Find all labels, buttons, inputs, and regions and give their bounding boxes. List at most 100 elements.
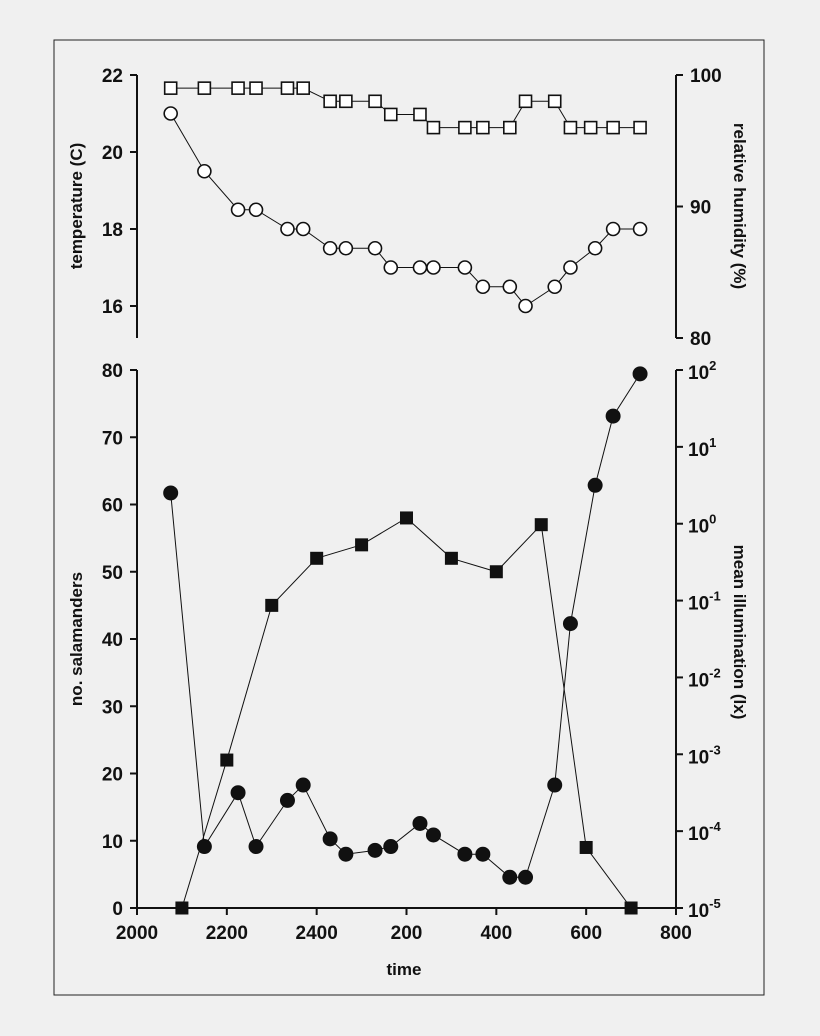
- temperature-point: [587, 240, 603, 256]
- salamanders-point: [579, 840, 593, 854]
- illumination-tick-base: 10: [688, 363, 709, 384]
- bottom-panel: no. salamanders mean illumination (lx) t…: [67, 358, 749, 979]
- illumination-tick-exponent: -5: [709, 896, 721, 911]
- humidity-point: [163, 81, 178, 95]
- humidity-point: [563, 120, 578, 135]
- illumination-tick-label: 10-2: [688, 665, 721, 691]
- illumination-point: [322, 831, 338, 847]
- illumination-point: [279, 792, 295, 808]
- illumination-tick-exponent: -4: [709, 819, 721, 834]
- humidity-point: [583, 120, 598, 135]
- temperature-point: [605, 221, 621, 237]
- temperature-tick-label: 16: [102, 297, 123, 318]
- time-tick-label: 2200: [206, 923, 248, 944]
- time-tick-label: 200: [391, 923, 423, 944]
- salamanders-point: [355, 538, 369, 552]
- illumination-point: [338, 846, 354, 862]
- humidity-point: [633, 120, 647, 135]
- illumination-tick-exponent: 2: [709, 358, 716, 373]
- illumination-tick-exponent: -1: [709, 589, 721, 604]
- time-tick-label: 2400: [296, 923, 338, 944]
- salamanders-point: [534, 518, 548, 532]
- illumination-tick-exponent: 1: [709, 435, 716, 450]
- figure-frame: [53, 39, 765, 996]
- temperature-tick-label: 18: [102, 220, 123, 241]
- temperature-point: [632, 221, 648, 237]
- humidity-point: [339, 94, 353, 109]
- illumination-point: [502, 869, 518, 885]
- time-tick-label: 800: [660, 923, 692, 944]
- top-ticks: 16 18 20 22 80 90 100: [102, 66, 722, 350]
- humidity-point: [503, 120, 517, 135]
- humidity-point: [368, 94, 382, 109]
- illumination-point: [587, 477, 603, 493]
- humidity-axis-label: relative humidity (%): [730, 123, 749, 289]
- illumination-tick-base: 10: [688, 440, 709, 461]
- salamanders-tick-label: 20: [102, 765, 123, 786]
- humidity-point: [197, 81, 212, 95]
- illumination-point: [605, 408, 621, 424]
- salamanders-tick-label: 50: [102, 563, 123, 584]
- illumination-point: [367, 842, 383, 858]
- illumination-point: [163, 485, 179, 501]
- temperature-point: [563, 260, 578, 275]
- time-axis-label: time: [387, 960, 422, 979]
- temperature-point: [383, 260, 399, 275]
- illumination-tick-exponent: -2: [709, 665, 721, 680]
- humidity-point: [383, 107, 398, 122]
- illumination-point: [295, 777, 311, 793]
- illumination-tick-exponent: 0: [709, 512, 716, 527]
- temperature-point: [475, 279, 491, 295]
- illumination-tick-base: 10: [688, 517, 709, 538]
- time-tick-label: 400: [480, 923, 512, 944]
- temperature-tick-label: 22: [102, 66, 123, 87]
- illumination-tick-base: 10: [688, 670, 709, 691]
- salamanders-point: [444, 551, 458, 565]
- temperature-point: [412, 260, 428, 275]
- illumination-tick-label: 10-1: [688, 589, 721, 615]
- humidity-point: [280, 81, 295, 95]
- time-tick-label: 600: [570, 923, 602, 944]
- temperature-point: [280, 221, 295, 237]
- illumination-tick-base: 10: [688, 594, 709, 615]
- humidity-point: [426, 120, 441, 135]
- illumination-tick-label: 101: [688, 435, 716, 461]
- humidity-point: [413, 107, 427, 122]
- illumination-point: [518, 869, 534, 885]
- salamanders-point: [220, 753, 234, 767]
- humidity-point: [476, 120, 490, 135]
- bottom-ticks: 0102030405060708010-510-410-310-210-1100…: [102, 358, 722, 944]
- humidity-point: [606, 120, 620, 135]
- salamanders-point: [400, 511, 413, 525]
- salamanders-tick-label: 80: [102, 361, 123, 382]
- illumination-tick-base: 10: [688, 824, 709, 845]
- salamanders-tick-label: 70: [102, 428, 123, 449]
- illumination-point: [547, 777, 563, 793]
- salamanders-tick-label: 0: [112, 899, 123, 920]
- temperature-axis-label: temperature (C): [67, 143, 86, 270]
- illumination-point: [412, 815, 428, 831]
- humidity-tick-label: 100: [690, 66, 722, 87]
- illumination-point: [383, 839, 399, 855]
- temperature-point: [338, 240, 354, 256]
- top-panel: temperature (C) relative humidity (%) 16…: [67, 66, 749, 350]
- illumination-point: [457, 846, 473, 862]
- salamanders-tick-label: 10: [102, 832, 123, 853]
- illumination-point: [475, 846, 491, 862]
- humidity-tick-label: 80: [690, 329, 711, 350]
- illumination-point: [425, 827, 441, 843]
- humidity-point: [547, 94, 562, 109]
- illumination-tick-label: 102: [688, 358, 716, 384]
- illumination-tick-label: 10-5: [688, 896, 721, 922]
- illumination-tick-base: 10: [688, 901, 709, 922]
- salamanders-axis-label: no. salamanders: [67, 572, 86, 706]
- salamanders-point: [489, 565, 503, 579]
- illumination-point: [248, 839, 264, 855]
- illumination-tick-label: 10-3: [688, 742, 721, 768]
- humidity-point: [518, 94, 533, 109]
- temperature-point: [367, 240, 383, 256]
- temperature-point: [518, 298, 533, 314]
- humidity-point: [296, 81, 310, 95]
- temperature-point: [426, 260, 441, 275]
- humidity-point: [323, 94, 337, 109]
